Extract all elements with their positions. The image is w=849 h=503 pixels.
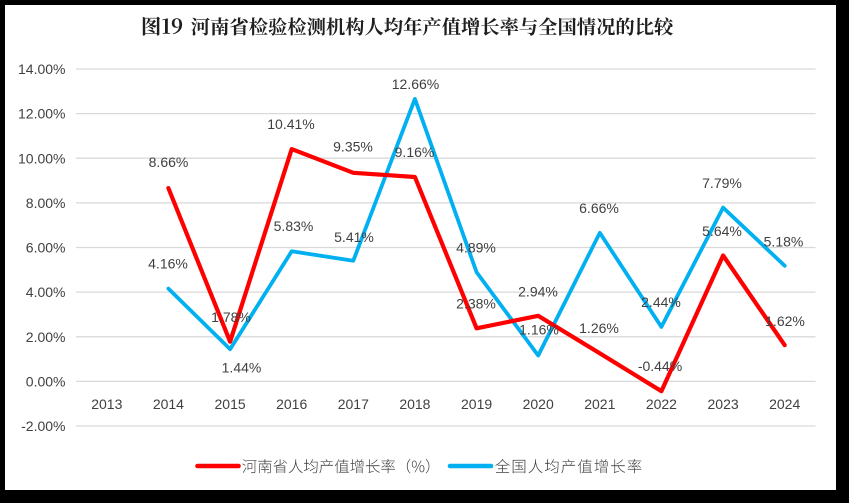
svg-text:4.89%: 4.89%: [456, 240, 496, 256]
svg-text:2.94%: 2.94%: [518, 284, 558, 300]
svg-text:1.44%: 1.44%: [222, 360, 262, 376]
svg-text:4.00%: 4.00%: [26, 284, 66, 300]
svg-text:2023: 2023: [708, 396, 739, 412]
svg-text:1.16%: 1.16%: [519, 322, 559, 338]
svg-text:2.44%: 2.44%: [641, 294, 681, 310]
svg-text:2.00%: 2.00%: [26, 329, 66, 345]
svg-text:14.00%: 14.00%: [18, 61, 65, 77]
svg-text:9.35%: 9.35%: [333, 139, 373, 155]
svg-text:0.00%: 0.00%: [26, 374, 66, 390]
svg-text:6.66%: 6.66%: [579, 200, 619, 216]
svg-text:10.00%: 10.00%: [18, 150, 65, 166]
svg-text:12.66%: 12.66%: [392, 76, 439, 92]
svg-text:5.41%: 5.41%: [334, 229, 374, 245]
svg-text:1.62%: 1.62%: [765, 313, 805, 329]
svg-text:5.18%: 5.18%: [764, 234, 804, 250]
svg-text:2019: 2019: [461, 396, 492, 412]
svg-text:2018: 2018: [399, 396, 430, 412]
svg-text:2013: 2013: [91, 396, 122, 412]
svg-text:5.83%: 5.83%: [274, 218, 314, 234]
svg-text:2016: 2016: [276, 396, 307, 412]
svg-text:6.00%: 6.00%: [26, 240, 66, 256]
svg-text:-0.44%: -0.44%: [638, 358, 682, 374]
svg-text:9.16%: 9.16%: [395, 144, 435, 160]
svg-text:2.38%: 2.38%: [456, 296, 496, 312]
svg-text:2014: 2014: [153, 396, 184, 412]
svg-text:2024: 2024: [769, 396, 800, 412]
svg-text:7.79%: 7.79%: [702, 175, 742, 191]
svg-text:8.00%: 8.00%: [26, 195, 66, 211]
svg-text:12.00%: 12.00%: [18, 106, 65, 122]
svg-text:-2.00%: -2.00%: [21, 418, 65, 434]
svg-text:2022: 2022: [646, 396, 677, 412]
svg-text:4.16%: 4.16%: [148, 256, 188, 272]
svg-text:1.26%: 1.26%: [579, 320, 619, 336]
svg-text:2015: 2015: [215, 396, 246, 412]
svg-text:8.66%: 8.66%: [149, 154, 189, 170]
svg-text:2020: 2020: [523, 396, 554, 412]
svg-text:1.78%: 1.78%: [211, 309, 251, 325]
svg-text:2017: 2017: [338, 396, 369, 412]
svg-text:2021: 2021: [584, 396, 615, 412]
svg-text:10.41%: 10.41%: [267, 116, 314, 132]
svg-text:5.64%: 5.64%: [702, 223, 742, 239]
